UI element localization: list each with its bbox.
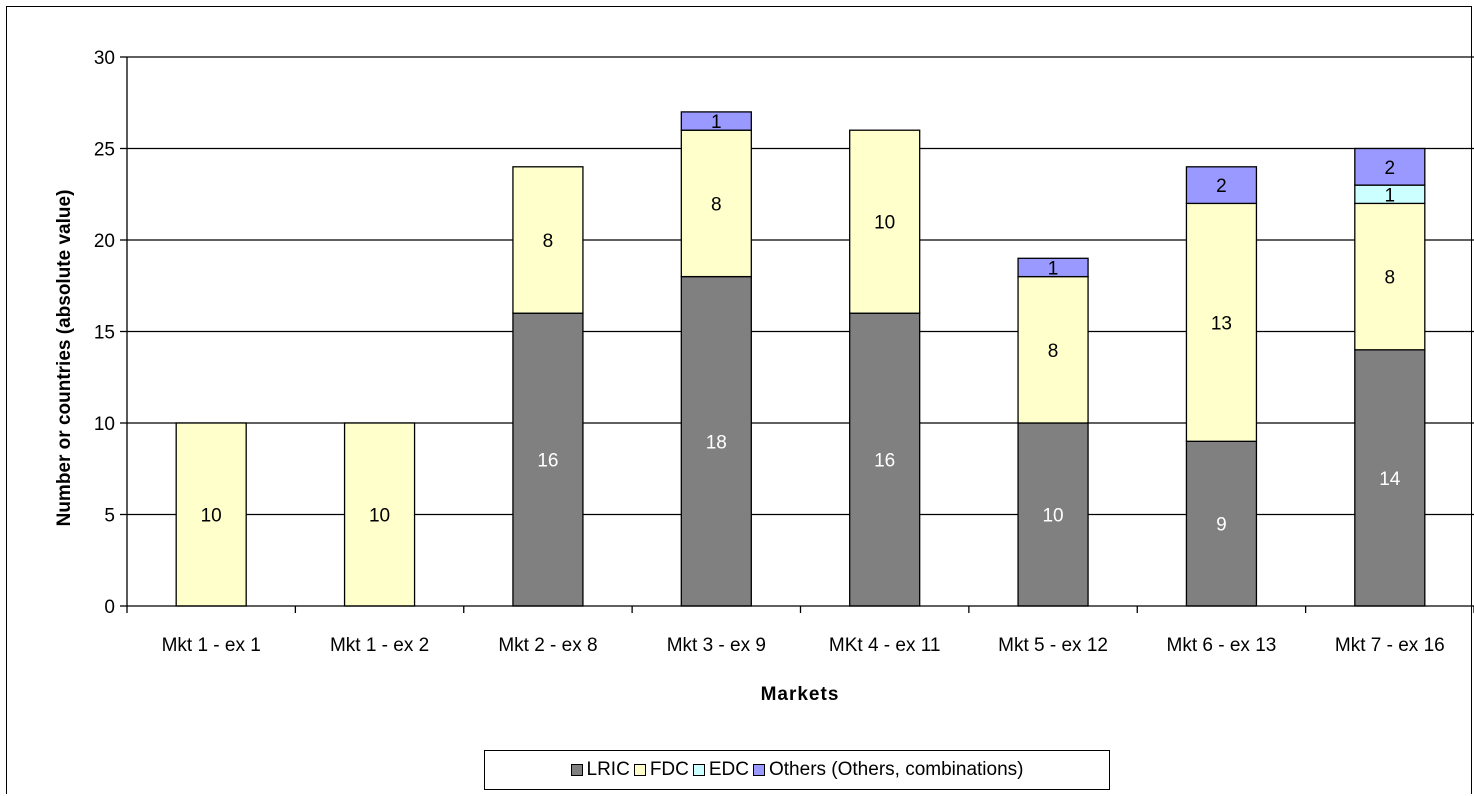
x-tick-label: Mkt 7 - ex 16 [1335, 635, 1445, 656]
data-label: 8 [1048, 341, 1059, 362]
x-axis-title: Markets [761, 684, 840, 705]
legend-label: LRIC [586, 759, 630, 780]
gridlines [127, 56, 1474, 516]
bar-segment [849, 312, 921, 607]
legend-item: Others (Others, combinations) [753, 759, 1023, 781]
legend-label: EDC [708, 759, 749, 780]
legend: LRIC FDC EDC Others (Others, combinations) [484, 750, 1110, 790]
y-tick-label: 30 [94, 48, 115, 69]
bar-segment [1185, 440, 1258, 607]
data-label: 1 [1048, 258, 1059, 279]
data-label: 2 [1216, 176, 1227, 197]
bar-segment [1354, 147, 1426, 186]
y-tick-label: 10 [94, 414, 115, 435]
y-axis-title: Number or countries (absolute value) [54, 190, 75, 527]
data-label: 8 [543, 231, 554, 252]
y-tick-label: 5 [104, 506, 115, 527]
x-tick-label: MKt 4 - ex 11 [829, 635, 941, 656]
bar-segment [175, 422, 247, 607]
legend-label: Others (Others, combinations) [769, 759, 1024, 780]
data-label: 10 [874, 213, 895, 234]
data-label: 10 [201, 506, 222, 527]
data-label: 16 [874, 451, 895, 472]
legend-swatch [633, 764, 646, 776]
y-tick-label: 25 [94, 140, 115, 161]
data-label: 8 [711, 194, 722, 215]
x-tick-label: Mkt 1 - ex 1 [162, 635, 261, 656]
bar-segment [680, 275, 752, 607]
bar-segment [1185, 166, 1258, 205]
legend-item: LRIC [570, 759, 630, 781]
data-label: 10 [1042, 506, 1063, 527]
y-tick-label: 15 [94, 323, 115, 344]
bar-segment [512, 312, 584, 607]
bar-segment [512, 166, 584, 314]
x-tick-label: Mkt 1 - ex 2 [330, 635, 429, 656]
bar-segment [1017, 275, 1089, 424]
data-label: 13 [1211, 313, 1232, 334]
bar-segment [680, 111, 752, 131]
bar-segment [1017, 257, 1089, 278]
bars: 10 10 16 8 18 8 1 16 10 10 8 1 9 13 2 14 8 1 2 [175, 111, 1426, 607]
y-tick-label: 0 [104, 597, 115, 618]
legend-swatch [753, 764, 765, 776]
bar-segment [849, 129, 921, 314]
x-tick-label: Mkt 6 - ex 13 [1167, 635, 1277, 656]
data-label: 18 [706, 432, 727, 453]
x-tick-label: Mkt 3 - ex 9 [667, 635, 766, 656]
tick-labels: 0 5 10 15 20 25 30 Mkt 1 - ex 1 Mkt 1 - ex 2 Mkt … [94, 48, 1445, 656]
x-tick-label: Mkt 2 - ex 8 [498, 635, 597, 656]
legend-swatch [692, 764, 705, 776]
bar-segment [1017, 422, 1089, 607]
data-label: 16 [537, 451, 558, 472]
data-label: 10 [369, 506, 390, 527]
legend-item: EDC [692, 759, 749, 781]
y-tick-label: 20 [94, 231, 115, 252]
bar-segment [1185, 202, 1258, 442]
axes [120, 56, 1474, 613]
bar-segment [680, 129, 752, 278]
data-label: 2 [1385, 158, 1396, 179]
legend-item: FDC [633, 759, 689, 781]
legend-swatch [570, 764, 583, 776]
data-label: 1 [1385, 185, 1396, 206]
bar-segment [1354, 349, 1426, 607]
data-label: 9 [1216, 515, 1227, 536]
bar-segment [343, 422, 416, 607]
x-tick-label: Mkt 5 - ex 12 [998, 635, 1108, 656]
legend-label: FDC [649, 759, 689, 780]
data-label: 1 [711, 112, 722, 133]
data-label: 14 [1379, 469, 1401, 490]
data-label: 8 [1385, 268, 1396, 289]
